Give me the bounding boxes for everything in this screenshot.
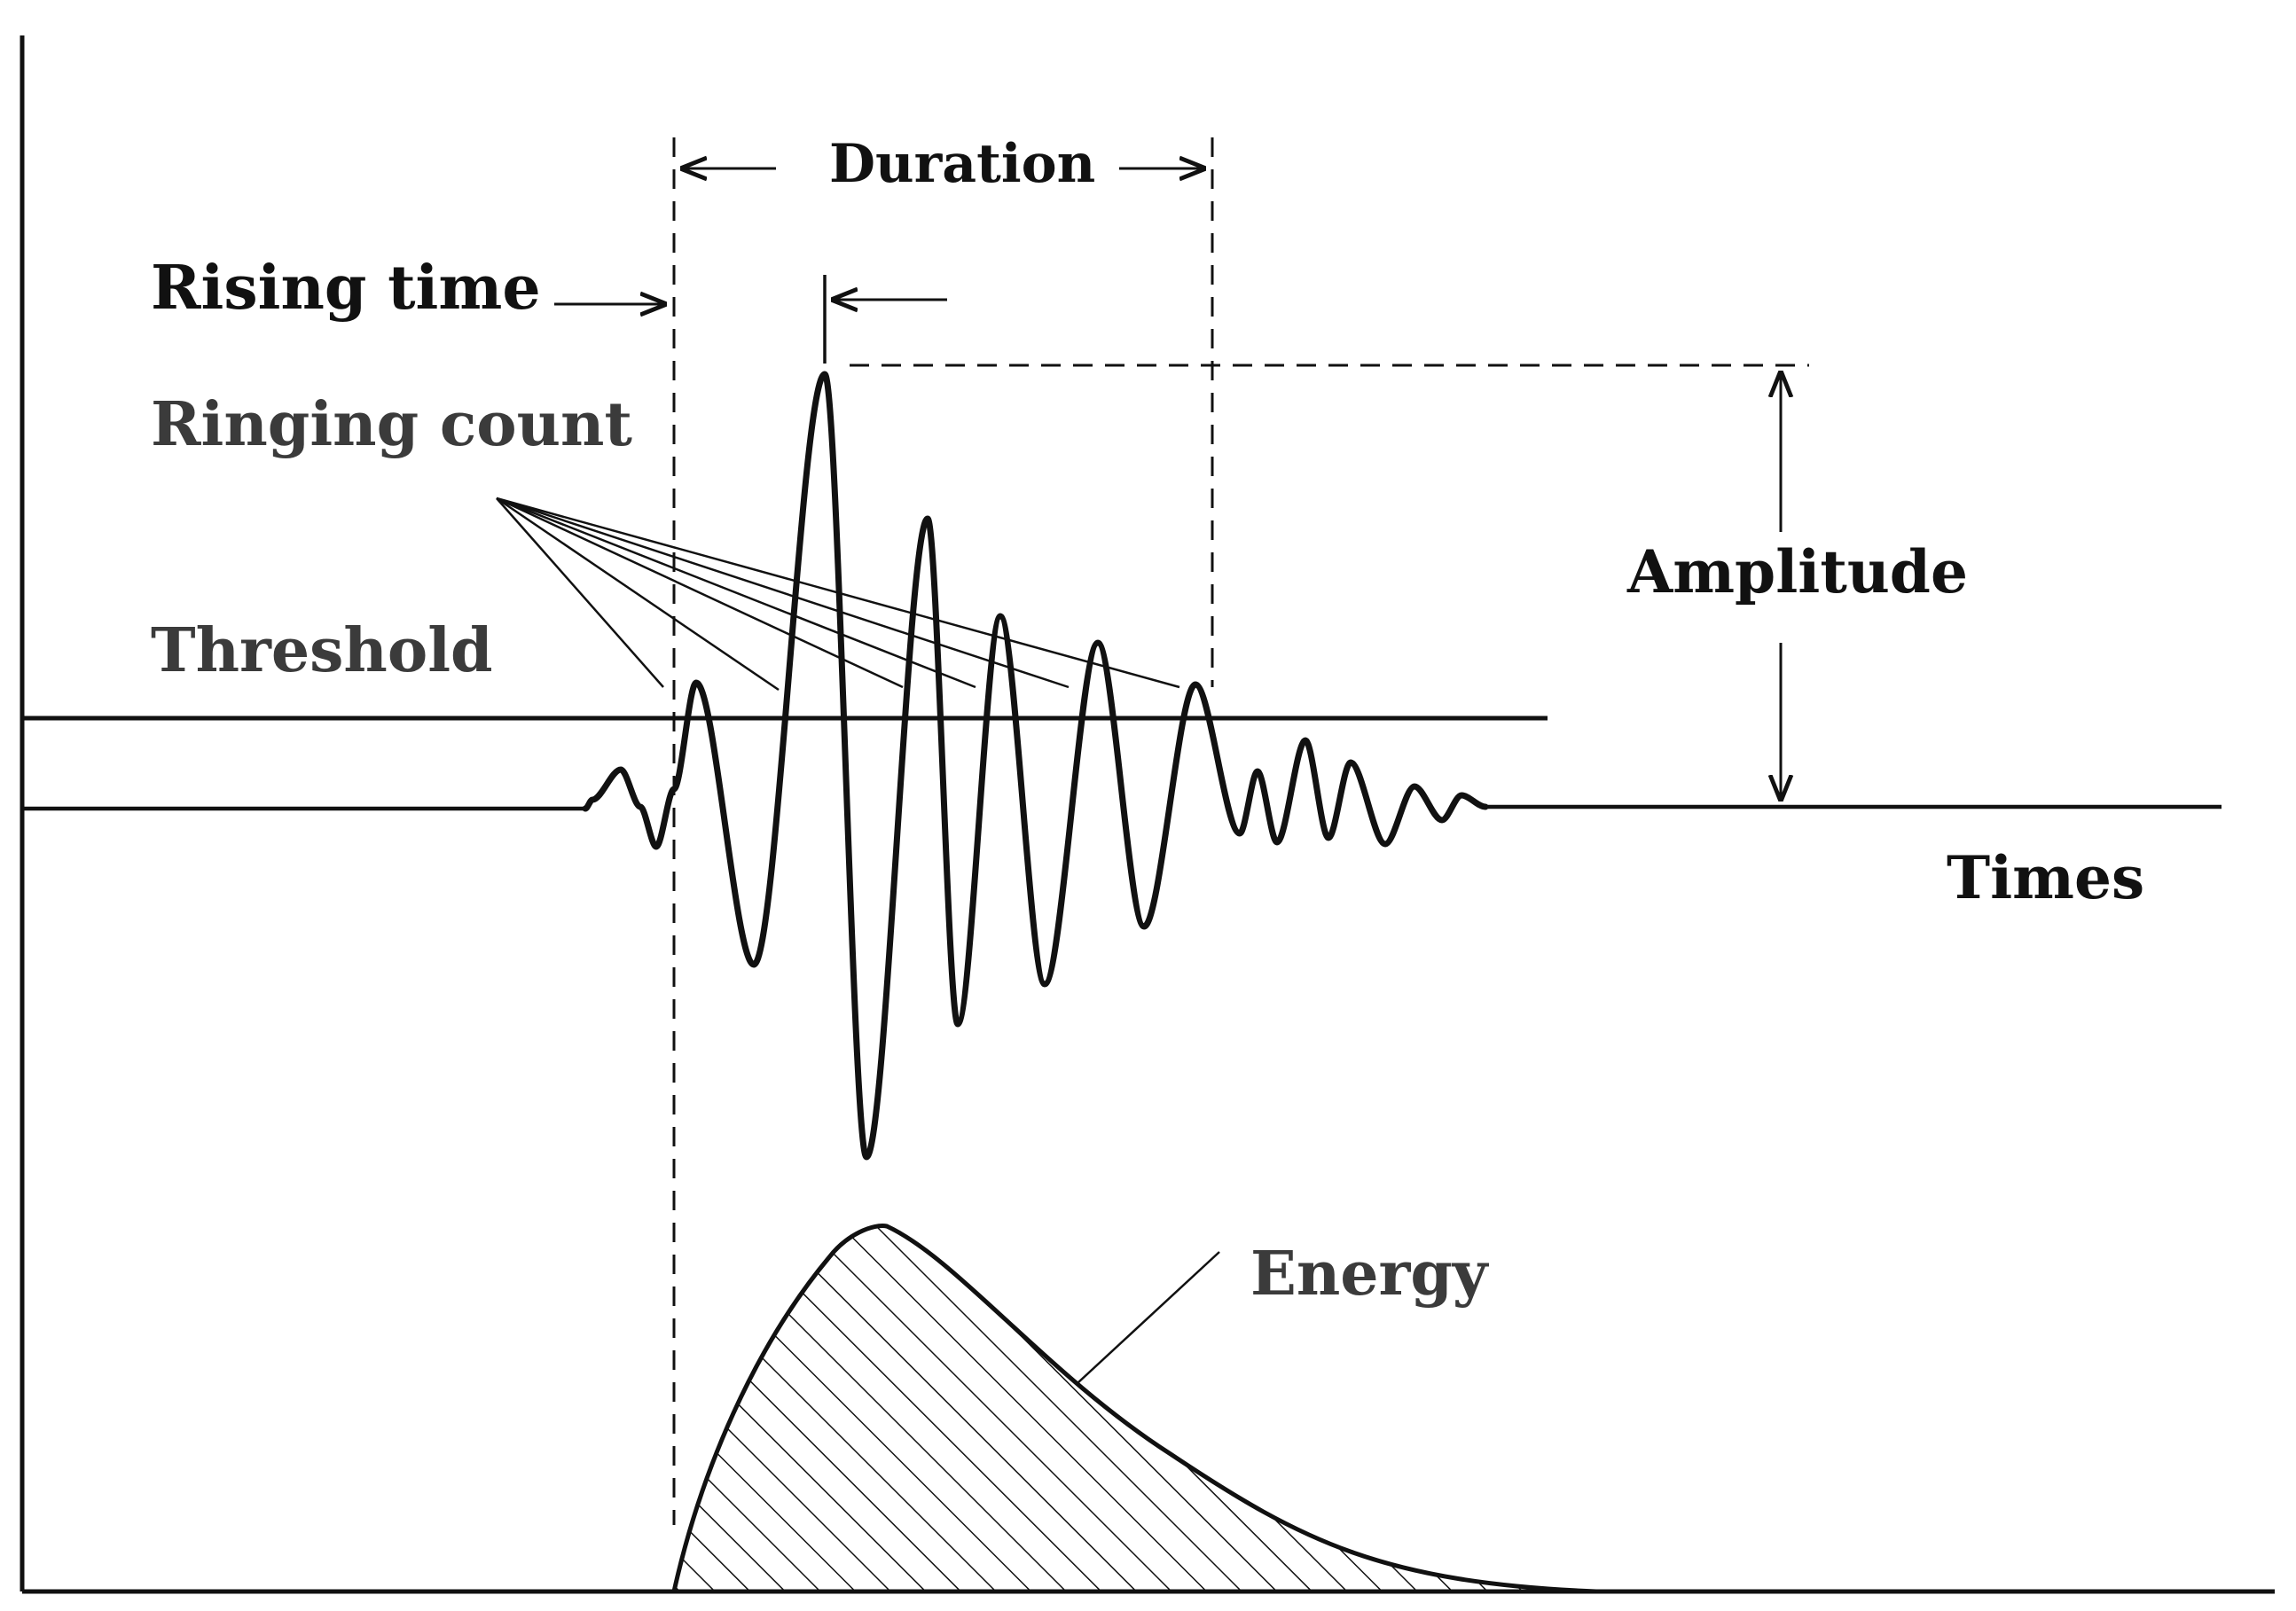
ae-waveform [582, 371, 1489, 1161]
duration-label: Duration [829, 133, 1095, 195]
times-label: Times [1947, 843, 2144, 912]
ringing-count-label: Ringing count [151, 389, 632, 460]
energy-pointer [1077, 1251, 1220, 1384]
energy-label: Energy [1250, 1239, 1490, 1310]
energy-area [674, 1225, 1596, 1591]
threshold-label: Threshold [151, 615, 493, 686]
amplitude-label: Amplitude [1626, 537, 1968, 606]
energy-curve [671, 1224, 1597, 1594]
rising-time-label: Rising time [151, 253, 541, 324]
ringing-count-pointers [496, 497, 1180, 692]
